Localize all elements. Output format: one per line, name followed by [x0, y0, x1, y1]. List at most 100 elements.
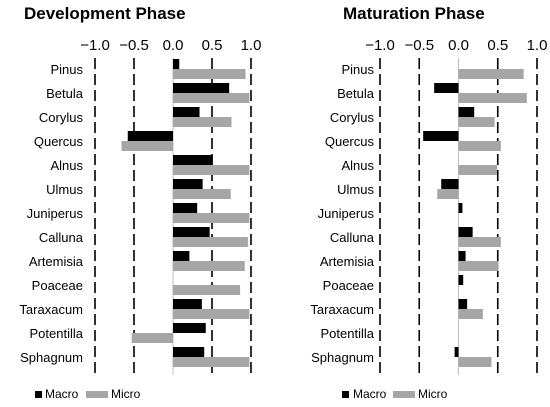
- legend-macro-swatch: [342, 391, 349, 398]
- development-phase-panel: Development Phase −1.0 −0.5 0.0 0.5 1.0 Pinu…: [19, 4, 261, 401]
- category-label: Quercus: [34, 134, 84, 149]
- tick-label: −0.5: [404, 37, 434, 54]
- category-label: Juniperus: [27, 206, 84, 221]
- macro-bar: [173, 155, 213, 165]
- tick-label: −1.0: [365, 37, 395, 54]
- tick-label: −1.0: [80, 37, 110, 54]
- macro-bar: [458, 107, 475, 117]
- macro-bar: [173, 251, 190, 261]
- micro-bar: [458, 141, 501, 151]
- legend-micro-label: Micro: [418, 387, 448, 401]
- grid-lines: [379, 58, 538, 375]
- bars: [423, 69, 527, 367]
- macro-bar: [458, 275, 464, 285]
- tick-label: −0.5: [119, 37, 149, 54]
- maturation-phase-panel: Maturation Phase −1.0 −0.5 0.0 0.5 1.0 Pinus…: [310, 4, 547, 401]
- category-label: Alnus: [50, 158, 83, 173]
- chart-title: Development Phase: [24, 4, 186, 23]
- macro-bar: [454, 347, 459, 357]
- tick-label: 0.5: [487, 37, 508, 54]
- category-label: Calluna: [330, 230, 375, 245]
- category-label: Poaceae: [323, 278, 374, 293]
- category-label: Taraxacum: [310, 302, 374, 317]
- micro-bar: [458, 93, 527, 103]
- category-labels: Pinus Betula Corylus Quercus Alnus Ulmus Junip…: [310, 62, 374, 365]
- category-label: Pinus: [341, 62, 374, 77]
- macro-bar: [173, 203, 198, 213]
- tick-label: 0.0: [448, 37, 469, 54]
- micro-bar: [458, 261, 499, 271]
- tick-label: 0.0: [163, 37, 184, 54]
- micro-bar: [458, 237, 501, 247]
- micro-bar: [131, 333, 173, 343]
- macro-bar: [441, 179, 459, 189]
- tick-label: 1.0: [527, 37, 548, 54]
- category-label: Sphagnum: [20, 350, 83, 365]
- macro-bar: [173, 107, 200, 117]
- category-label: Ulmus: [46, 182, 83, 197]
- micro-bar: [121, 141, 173, 151]
- category-label: Corylus: [330, 110, 375, 125]
- chart-title: Maturation Phase: [343, 4, 485, 23]
- category-label: Betula: [46, 86, 84, 101]
- micro-bar: [173, 237, 248, 247]
- macro-bar: [423, 131, 459, 141]
- category-label: Ulmus: [337, 182, 374, 197]
- micro-bar: [173, 69, 246, 79]
- macro-bar: [173, 347, 205, 357]
- legend-macro-label: Macro: [45, 387, 79, 401]
- category-label: Corylus: [39, 110, 84, 125]
- micro-bar: [173, 213, 250, 223]
- tick-labels: −1.0 −0.5 0.0 0.5 1.0: [365, 37, 547, 54]
- bars: [121, 59, 250, 367]
- macro-bar: [458, 251, 466, 261]
- category-label: Taraxacum: [19, 302, 83, 317]
- macro-bar: [458, 203, 463, 213]
- macro-bar: [173, 299, 202, 309]
- macro-bar: [127, 131, 173, 141]
- category-label: Sphagnum: [311, 350, 374, 365]
- legend: Macro Micro: [342, 387, 448, 401]
- tick-label: 1.0: [241, 37, 262, 54]
- macro-bar: [173, 227, 210, 237]
- category-label: Artemisia: [29, 254, 84, 269]
- legend-micro-label: Micro: [111, 387, 141, 401]
- micro-bar: [173, 261, 245, 271]
- macro-bar: [458, 227, 473, 237]
- category-label: Calluna: [39, 230, 84, 245]
- macro-bar: [458, 299, 468, 309]
- micro-bar: [173, 285, 241, 295]
- legend-micro-swatch: [393, 391, 415, 398]
- category-label: Alnus: [341, 158, 374, 173]
- micro-bar: [437, 189, 459, 199]
- category-label: Pinus: [50, 62, 83, 77]
- legend-macro-label: Macro: [353, 387, 387, 401]
- legend: Macro Micro: [35, 387, 141, 401]
- micro-bar: [173, 165, 250, 175]
- micro-bar: [458, 69, 524, 79]
- category-label: Potentilla: [321, 326, 375, 341]
- micro-bar: [458, 309, 483, 319]
- micro-bar: [173, 309, 250, 319]
- micro-bar: [173, 357, 250, 367]
- micro-bar: [173, 93, 250, 103]
- micro-bar: [458, 117, 495, 127]
- macro-bar: [173, 323, 206, 333]
- legend-macro-swatch: [35, 391, 42, 398]
- macro-bar: [173, 179, 203, 189]
- macro-bar: [173, 59, 180, 69]
- category-label: Artemisia: [320, 254, 375, 269]
- category-labels: Pinus Betula Corylus Quercus Alnus Ulmus Junip…: [19, 62, 83, 365]
- micro-bar: [458, 165, 497, 175]
- category-label: Quercus: [325, 134, 375, 149]
- category-label: Juniperus: [318, 206, 375, 221]
- micro-bar: [458, 357, 492, 367]
- legend-micro-swatch: [86, 391, 108, 398]
- category-label: Betula: [337, 86, 375, 101]
- macro-bar: [434, 83, 459, 93]
- micro-bar: [173, 189, 231, 199]
- micro-bar: [173, 117, 232, 127]
- tick-labels: −1.0 −0.5 0.0 0.5 1.0: [80, 37, 261, 54]
- tick-label: 0.5: [202, 37, 223, 54]
